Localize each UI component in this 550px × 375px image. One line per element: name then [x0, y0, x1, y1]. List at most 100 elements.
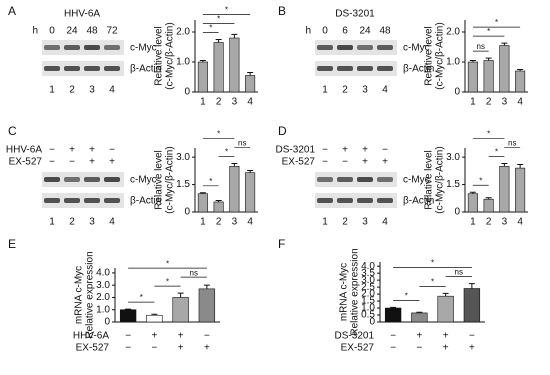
time-point: 24 [66, 26, 78, 37]
significance-label: * [209, 177, 212, 186]
blot-band [337, 177, 353, 182]
condition-sign: + [443, 331, 449, 342]
blot-band [377, 177, 393, 182]
error-bar [199, 192, 206, 194]
blot-band [84, 66, 100, 71]
condition-sign: − [382, 145, 388, 156]
blot-band [337, 66, 353, 71]
y-tick-label: 0 [184, 87, 190, 98]
lane-number: 3 [362, 217, 368, 228]
bar [515, 70, 526, 93]
error-bar [469, 191, 476, 194]
bar [483, 60, 494, 93]
y-tick-label: 2.5 [361, 282, 375, 293]
condition-sign: + [178, 343, 184, 354]
condition-sign: − [322, 157, 328, 168]
error-bar [247, 72, 254, 76]
condition-sign: − [125, 343, 131, 354]
blot-band [104, 198, 120, 203]
y-tick-label: 2.0 [176, 27, 190, 38]
time-point: 0 [322, 26, 328, 37]
condition-sign: + [89, 145, 95, 156]
error-bar [390, 306, 397, 309]
bar [213, 201, 224, 213]
condition-sign: − [469, 331, 475, 342]
blot-band [357, 177, 373, 182]
y-tick-label: 1.5 [176, 179, 190, 190]
condition-name: EX-527 [341, 343, 375, 354]
error-bar [247, 169, 254, 173]
blot-band [337, 198, 353, 203]
significance-label: ns [508, 139, 516, 148]
band-label: c-Myc [403, 43, 430, 54]
bar [229, 165, 240, 213]
condition-sign: + [362, 157, 368, 168]
lane-number: 3 [89, 85, 95, 96]
panel-letter: C [8, 124, 17, 138]
significance-label: * [405, 291, 408, 300]
x-tick-label: 2 [216, 217, 222, 228]
blot-title: DS-3201 [335, 9, 375, 20]
time-point: 24 [359, 26, 371, 37]
blot-strip [315, 40, 397, 55]
lane-number: 1 [49, 85, 55, 96]
significance-label: ns [190, 268, 198, 277]
y-tick-label: 1.0 [96, 304, 110, 315]
significance-label: * [209, 24, 212, 33]
y-tick-label: 3.0 [96, 280, 110, 291]
significance-label: * [166, 277, 169, 286]
lane-number: 1 [322, 85, 328, 96]
x-tick-label: 3 [232, 217, 238, 228]
significance-label: * [217, 130, 220, 139]
bar [197, 193, 208, 213]
error-bar [485, 197, 492, 200]
condition-name: DS-3201 [276, 145, 316, 156]
condition-sign: − [390, 343, 396, 354]
error-bar [215, 39, 222, 43]
blot-band [317, 177, 333, 182]
condition-sign: + [362, 145, 368, 156]
significance-label: ns [455, 268, 463, 277]
y-tick-label: 0 [454, 207, 460, 218]
y-axis-label: Relative level [154, 26, 165, 85]
blot-band [64, 177, 80, 182]
error-bar [231, 33, 238, 38]
y-axis-label: Relative expression [350, 248, 361, 335]
blot-strip [315, 61, 397, 76]
error-bar [416, 311, 423, 313]
condition-name: HHV-6A [6, 145, 42, 156]
band-label: β-Actin [130, 64, 161, 75]
blot-band [377, 66, 393, 71]
condition-sign: − [49, 145, 55, 156]
error-bar [485, 57, 492, 61]
significance-label: * [225, 6, 228, 15]
significance-label: * [495, 148, 498, 157]
y-axis-label: (c-Myc/β-Actin) [165, 146, 176, 213]
condition-sign: − [342, 157, 348, 168]
condition-sign: − [151, 343, 157, 354]
blot-strip [42, 40, 124, 55]
condition-sign: − [390, 331, 396, 342]
condition-sign: + [109, 157, 115, 168]
lane-number: 2 [69, 217, 75, 228]
blot-band [357, 66, 373, 71]
bar [229, 37, 240, 93]
significance-label: * [217, 15, 220, 24]
panel-letter: B [278, 4, 286, 18]
time-point: 72 [106, 26, 118, 37]
panel-letter: A [8, 4, 16, 18]
y-axis-label: mRNA c-Myc [74, 266, 85, 324]
blot-band [357, 198, 373, 203]
significance-label: ns [238, 139, 246, 148]
x-tick-label: 3 [502, 97, 508, 108]
error-bar [151, 313, 158, 316]
blot-band [104, 177, 120, 182]
blot-title: HHV-6A [64, 9, 100, 20]
lane-number: 4 [109, 217, 115, 228]
band-label: β-Actin [403, 64, 434, 75]
condition-sign: + [178, 331, 184, 342]
x-tick-label: 2 [486, 217, 492, 228]
blot-band [317, 66, 333, 71]
lane-number: 2 [342, 217, 348, 228]
y-tick-label: 0.5 [361, 310, 375, 321]
